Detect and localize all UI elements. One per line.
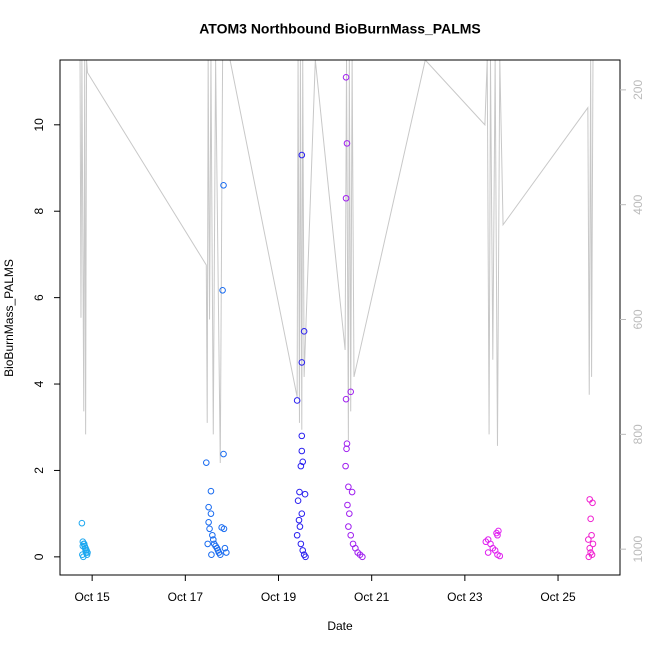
- y-tick-label: 0: [32, 553, 46, 560]
- point: [496, 552, 504, 560]
- point: [298, 447, 306, 455]
- point: [220, 450, 227, 458]
- point: [205, 518, 212, 526]
- point: [293, 397, 301, 404]
- point: [585, 553, 593, 561]
- point: [301, 490, 309, 498]
- point: [300, 328, 308, 335]
- point: [223, 549, 230, 556]
- point: [298, 510, 306, 517]
- y2-tick-label: 600: [631, 309, 645, 329]
- point: [209, 536, 217, 543]
- x-tick-label: Oct 23: [447, 590, 483, 604]
- x-tick-label: Oct 15: [74, 590, 110, 604]
- x-tick-label: Oct 19: [261, 590, 297, 604]
- pressure-line: [79, 60, 595, 464]
- point: [359, 553, 366, 561]
- point: [343, 140, 351, 147]
- y-tick-label: 10: [32, 118, 46, 132]
- point: [298, 432, 306, 440]
- y-tick-label: 2: [32, 467, 46, 474]
- point: [219, 286, 226, 294]
- y2-tick-label: 1000: [631, 535, 645, 562]
- y-tick-label: 8: [32, 208, 46, 215]
- y-tick-label: 4: [32, 380, 46, 387]
- x-tick-label: Oct 17: [168, 590, 204, 604]
- point: [587, 515, 594, 523]
- point: [342, 395, 350, 403]
- plot-box: [59, 59, 621, 576]
- point: [589, 499, 596, 507]
- y2-tick-label: 400: [631, 194, 645, 214]
- point: [206, 525, 213, 533]
- point: [298, 359, 306, 366]
- point: [345, 523, 352, 530]
- line-layer: [79, 60, 595, 464]
- point: [342, 73, 350, 81]
- point: [484, 549, 492, 556]
- point: [209, 531, 216, 539]
- point: [293, 531, 301, 539]
- point: [207, 510, 215, 517]
- point: [220, 525, 228, 533]
- y2-tick-label: 200: [631, 80, 645, 100]
- point: [297, 462, 305, 470]
- point: [586, 544, 594, 552]
- point: [348, 488, 356, 496]
- point: [221, 544, 229, 552]
- y-axis-label: BioBurnMass_PALMS: [2, 259, 16, 377]
- point: [205, 503, 212, 511]
- point: [495, 527, 502, 535]
- point: [297, 540, 305, 548]
- point: [298, 151, 306, 159]
- point: [343, 445, 350, 453]
- point: [585, 536, 592, 543]
- point: [589, 540, 597, 548]
- point: [344, 501, 351, 509]
- chart-title: ATOM3 Northbound BioBurnMass_PALMS: [199, 21, 481, 37]
- point: [294, 497, 302, 504]
- point: [295, 516, 303, 524]
- x-axis-label: Date: [327, 619, 353, 633]
- point: [588, 551, 596, 558]
- point: [302, 553, 309, 561]
- point: [216, 551, 224, 558]
- point: [347, 531, 355, 539]
- point: [588, 531, 595, 539]
- point: [82, 547, 89, 554]
- point: [342, 462, 349, 470]
- point: [346, 510, 353, 517]
- x-tick-label: Oct 21: [354, 590, 390, 604]
- point: [347, 388, 355, 396]
- point: [204, 540, 211, 548]
- point: [296, 488, 303, 496]
- point: [345, 483, 352, 491]
- point: [220, 181, 227, 189]
- point: [208, 551, 215, 558]
- point: [299, 458, 307, 466]
- point: [83, 551, 91, 558]
- point: [342, 194, 350, 202]
- y2-tick-label: 800: [631, 424, 645, 444]
- point: [299, 547, 307, 554]
- point: [296, 523, 304, 530]
- point: [78, 519, 86, 527]
- y-tick-label: 6: [32, 294, 46, 301]
- point: [202, 459, 210, 466]
- x-tick-label: Oct 25: [540, 590, 576, 604]
- point: [494, 531, 501, 539]
- point: [207, 487, 215, 495]
